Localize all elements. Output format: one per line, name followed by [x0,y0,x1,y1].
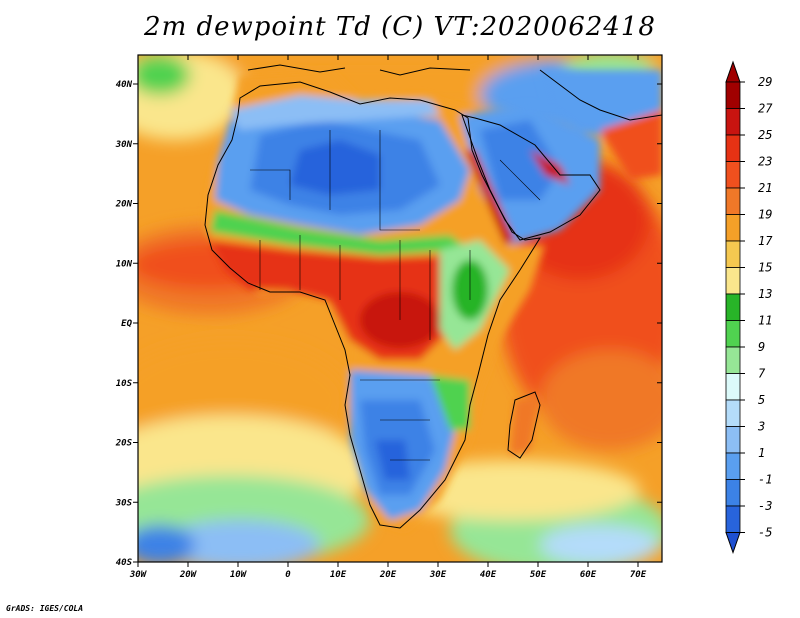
colorbar-label: 13 [758,287,772,301]
colorbar-swatch [725,373,741,401]
colorbar-label: 15 [758,261,772,275]
colorbar-label: 21 [758,181,772,195]
colorbar-label: 11 [758,314,772,328]
colorbar-swatch [725,267,741,295]
lat-tick-label: 10S [116,379,133,389]
lon-tick-label: 30W [129,570,148,580]
colorbar-top-arrow [725,60,741,83]
colorbar-swatch [725,320,741,348]
longitude-axis: 30W 20W 10W 0 10E 20E 30E 40E 50E 60E 70E [129,55,647,580]
colorbar-swatch [725,293,741,321]
coastline [204,64,662,529]
colorbar-label: 23 [758,155,772,169]
colorbar-swatch [725,161,741,189]
colorbar-label: 9 [758,340,765,354]
colorbar-label: 29 [758,75,772,89]
colorbar-bottom-arrow [725,532,741,555]
colorbar-swatch [725,240,741,268]
lon-tick-label: 70E [630,570,647,580]
lat-tick-label: 20S [115,439,133,449]
colorbar-swatch [725,134,741,162]
dewpoint-field [138,55,662,562]
lon-tick-label: 20W [179,570,198,580]
colorbar-swatch [725,479,741,507]
lon-tick-label: 10E [330,570,347,580]
colorbar-label: 5 [758,393,765,407]
chart-title: 2m dewpoint Td (C) VT:2020062418 [144,12,656,42]
lon-tick-label: 50E [530,570,547,580]
colorbar-swatch [725,108,741,136]
country-borders [250,130,541,461]
colorbar-label: 27 [758,102,773,116]
lat-tick-label: 30S [115,498,133,508]
lon-tick-label: 30E [429,570,447,580]
lon-tick-label: 60E [580,570,597,580]
colorbar-swatch [725,505,741,533]
colorbar-swatch [725,399,741,427]
colorbar-swatch [725,81,741,109]
colorbar-label: 7 [758,367,766,381]
colorbar-label: -1 [758,473,772,487]
colorbar-swatch [725,346,741,374]
map-frame [137,54,663,563]
colorbar-swatch [725,426,741,454]
lat-tick-label: 20N [115,200,133,210]
lon-tick-label: 10W [230,570,248,580]
lat-tick-label: 10N [116,259,133,269]
colorbar-label: -5 [758,526,772,540]
lon-tick-label: 0 [285,570,291,580]
lon-tick-label: 40E [480,570,497,580]
lat-tick-label: EQ [121,319,132,329]
credit-text: GrADS: IGES/COLA [6,604,84,613]
lat-tick-label: 40N [116,80,133,90]
colorbar-label: 25 [758,128,772,142]
colorbar-label: 17 [758,234,773,248]
lat-tick-label: 30N [115,140,133,150]
colorbar-label: -3 [758,499,772,513]
colorbar-swatch [725,452,741,480]
colorbar-label: 1 [758,446,765,460]
colorbar: 29 27 25 23 21 19 17 15 13 11 9 7 5 3 1 -1 -3 -5 [725,60,773,555]
lat-tick-label: 40S [116,558,133,568]
lon-tick-label: 20E [379,570,397,580]
colorbar-label: 19 [758,208,772,222]
colorbar-swatch [725,214,741,242]
colorbar-label: 3 [757,420,765,434]
latitude-axis: 40N 30N 20N 10N EQ 10S 20S 30S 40S [115,80,662,568]
colorbar-swatch [725,187,741,215]
